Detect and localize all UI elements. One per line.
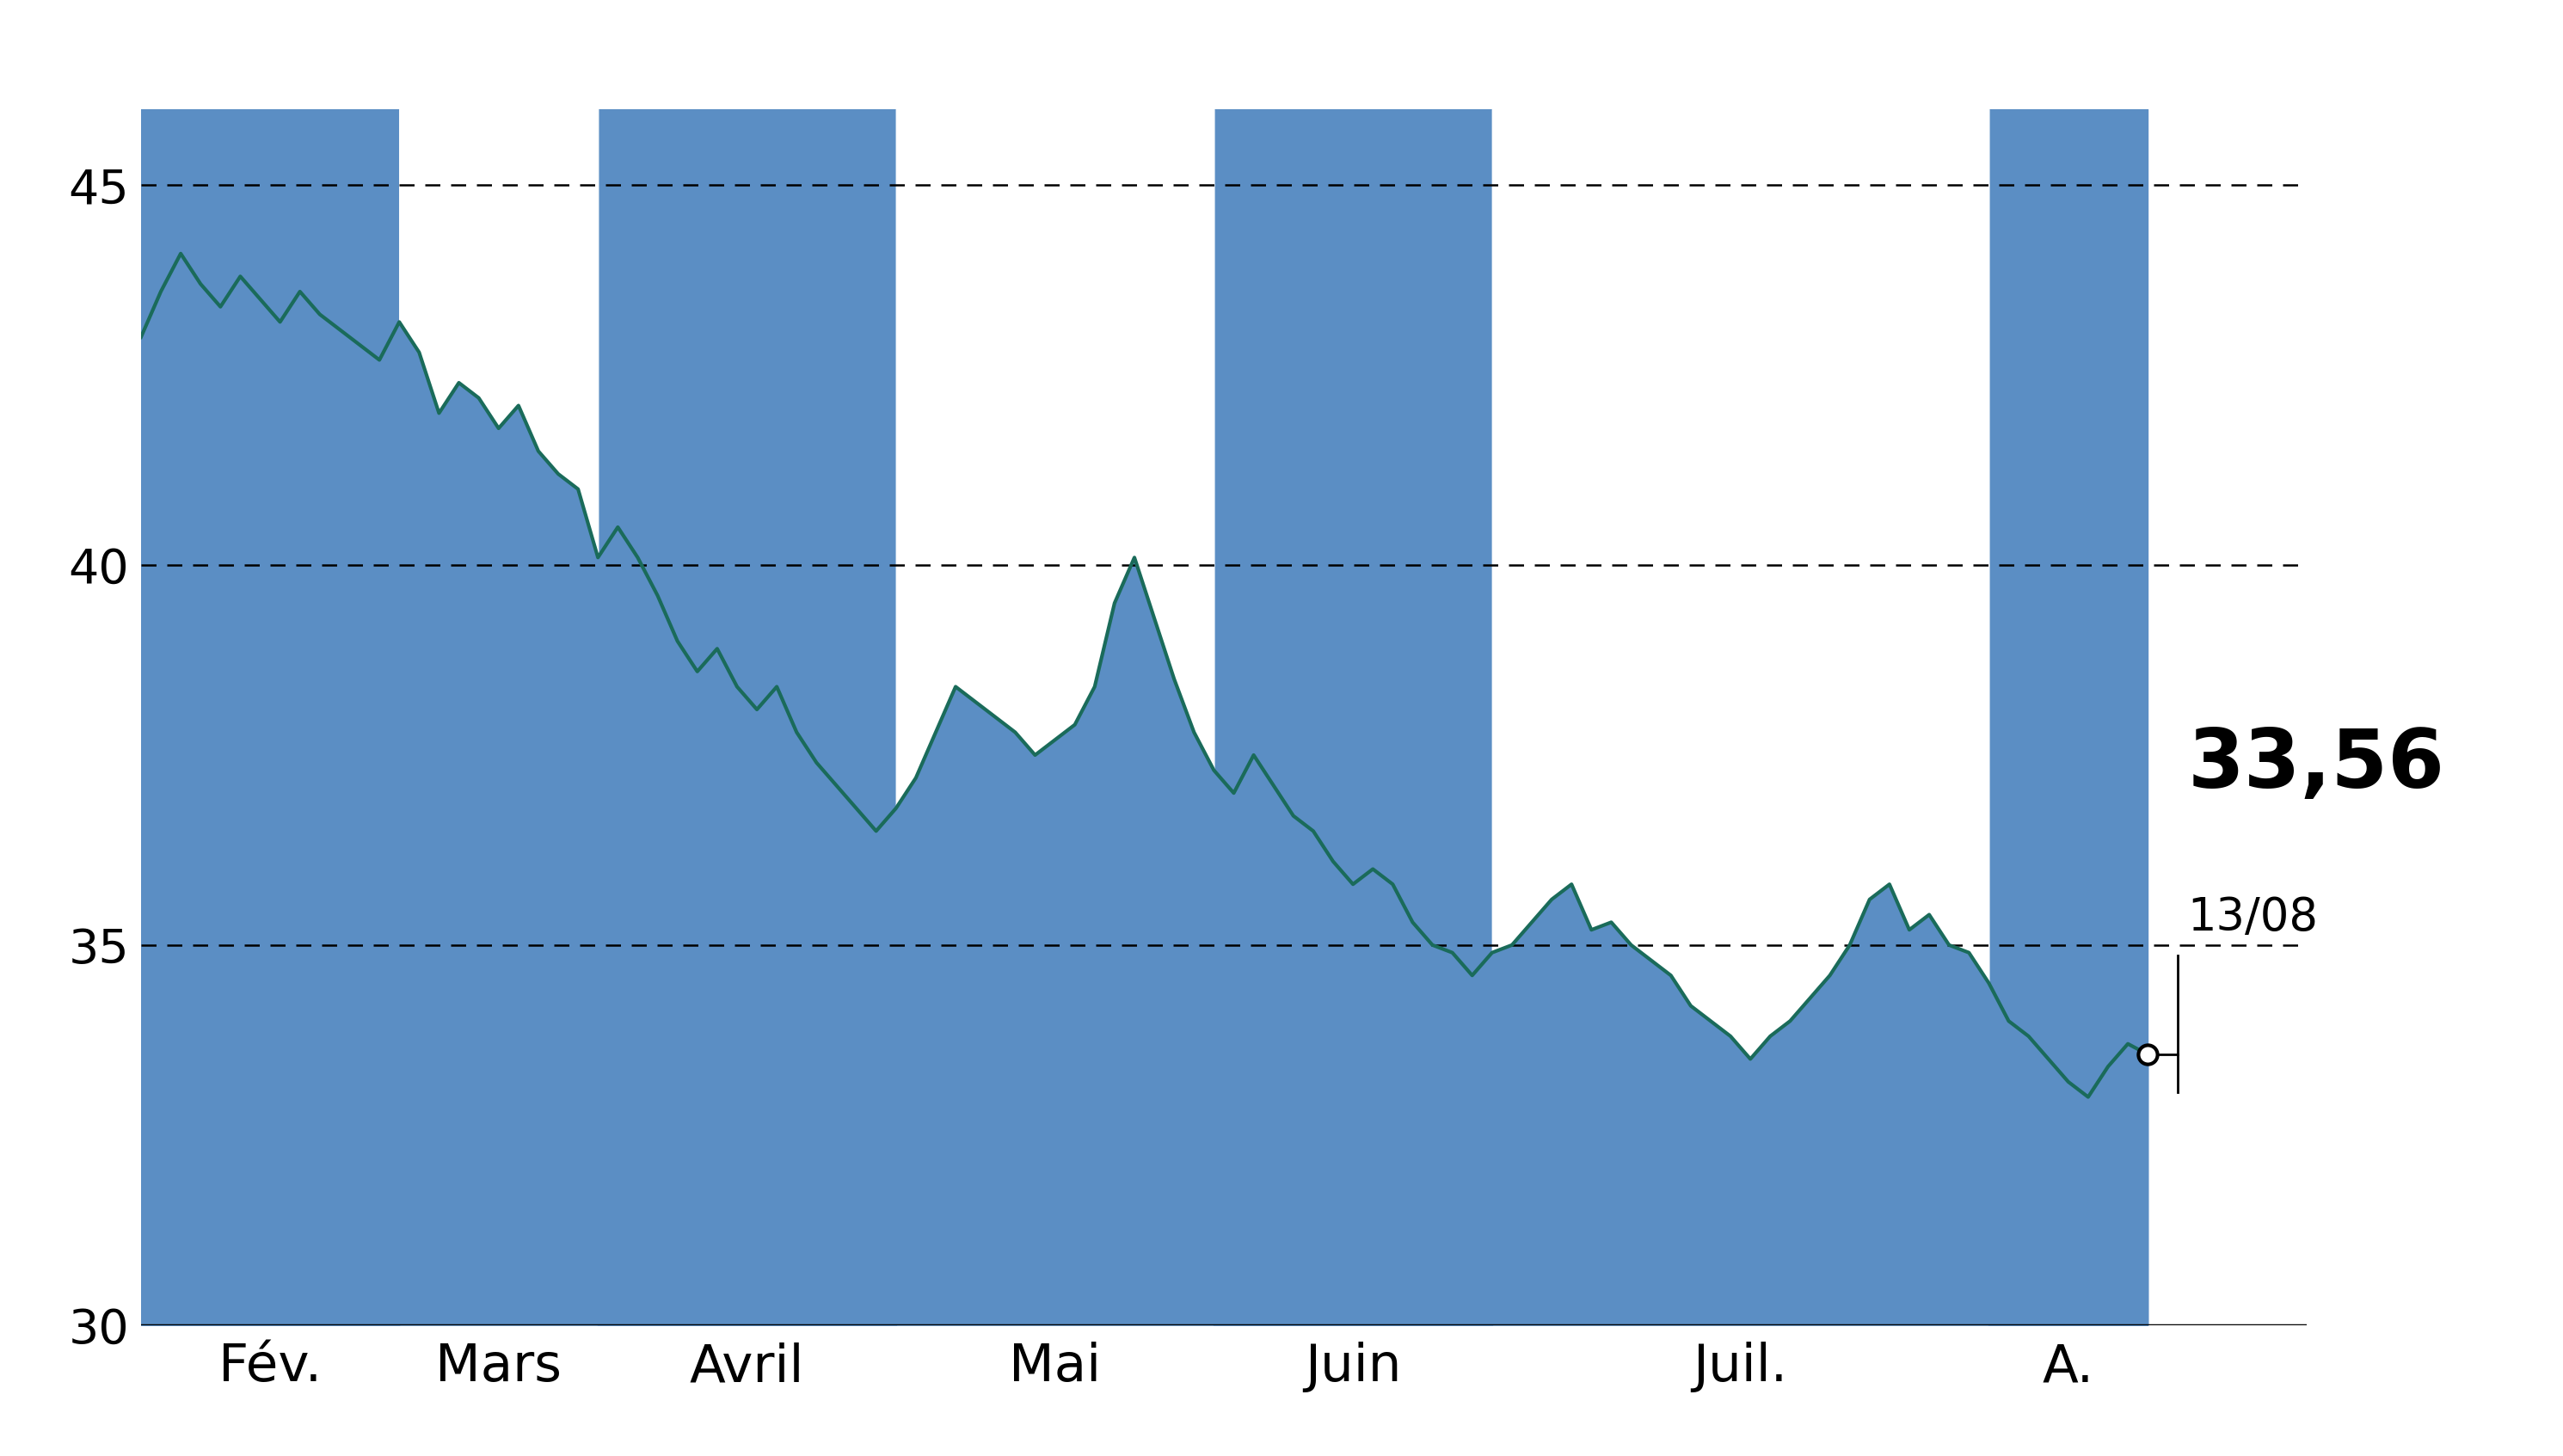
Text: DASSAULT SYSTEMES: DASSAULT SYSTEMES xyxy=(602,25,1961,135)
Text: 33,56: 33,56 xyxy=(2186,727,2445,805)
Text: 13/08: 13/08 xyxy=(2186,895,2317,941)
